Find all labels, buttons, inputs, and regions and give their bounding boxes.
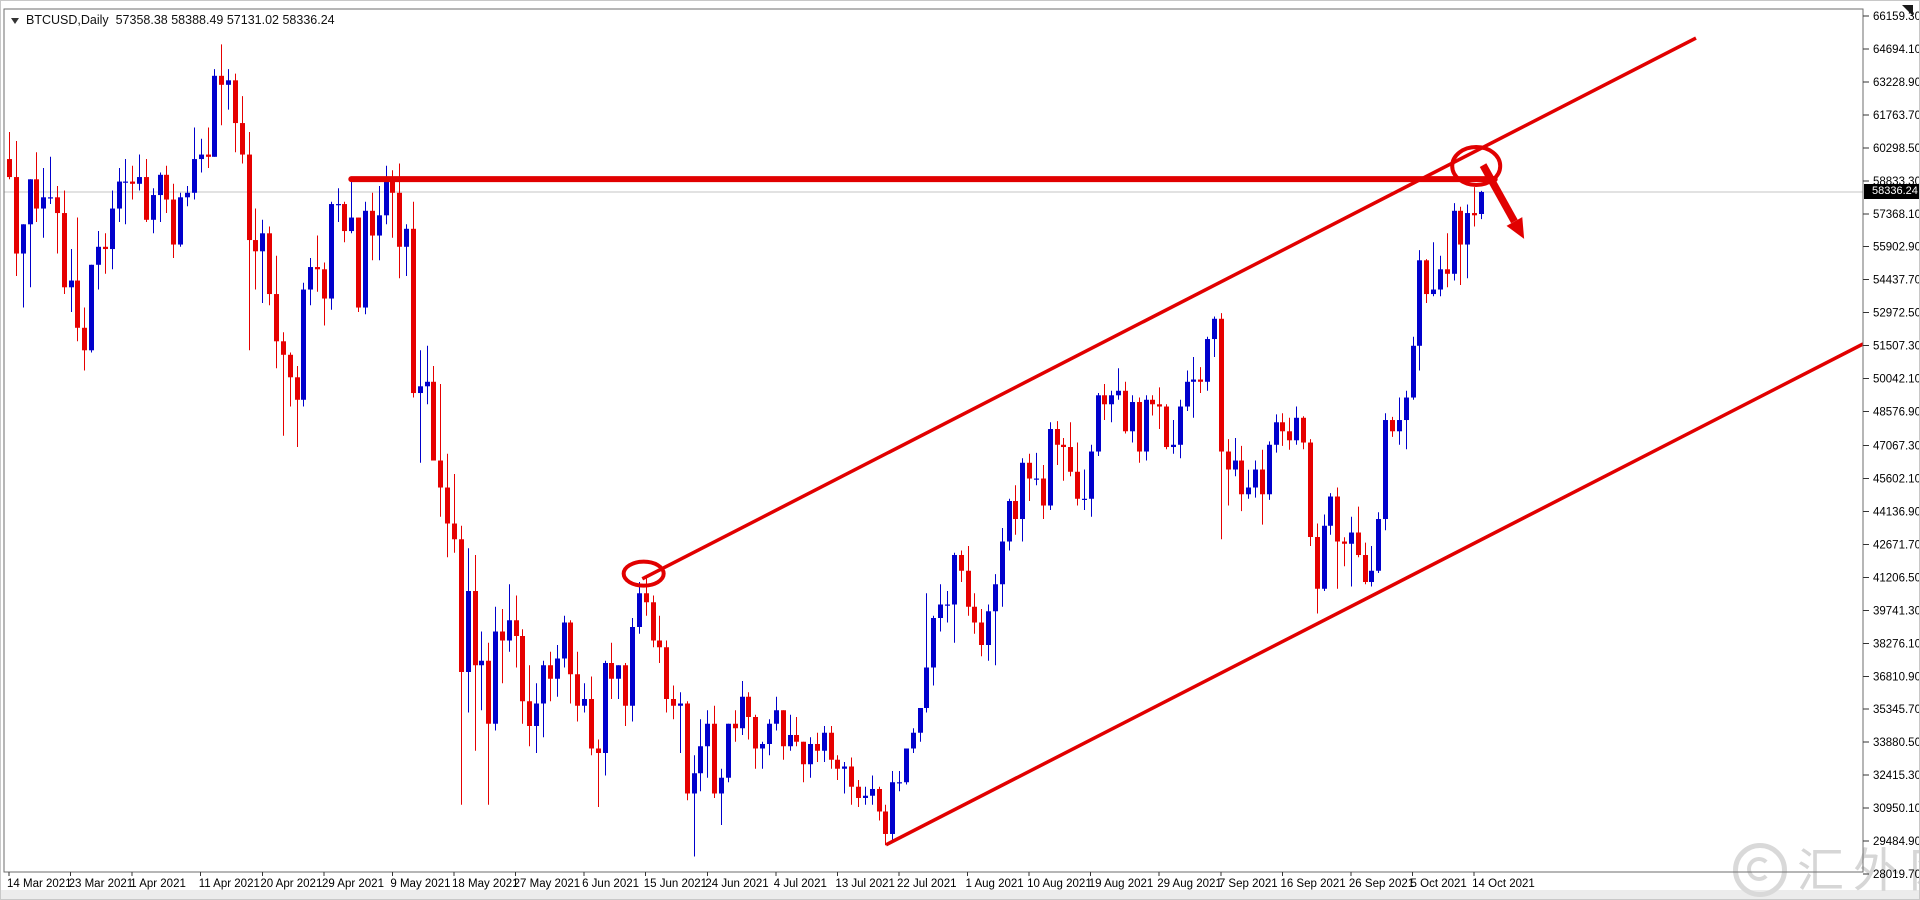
date-axis-label: 29 Apr 2021	[322, 878, 384, 890]
date-axis-label: 16 Sep 2021	[1280, 878, 1345, 890]
price-axis-label: 33880.50	[1873, 737, 1920, 749]
date-axis-label: 15 Jun 2021	[644, 878, 707, 890]
date-axis-label: 29 Aug 2021	[1157, 878, 1222, 890]
quote-low: 57131.02	[226, 13, 279, 27]
quote-close: 58336.24	[282, 13, 335, 27]
date-axis-label: 20 Apr 2021	[260, 878, 322, 890]
date-axis-label: 7 Sep 2021	[1219, 878, 1278, 890]
price-axis-label: 51507.30	[1873, 341, 1920, 353]
price-axis-label: 38276.10	[1873, 638, 1920, 650]
date-axis-label: 10 Aug 2021	[1027, 878, 1092, 890]
price-axis-label: 52972.50	[1873, 308, 1920, 320]
price-axis-label: 42671.70	[1873, 539, 1920, 551]
price-axis-label: 45602.10	[1873, 473, 1920, 485]
channel-upper-trendline[interactable]	[641, 36, 1697, 581]
date-axis-label: 19 Aug 2021	[1089, 878, 1154, 890]
price-axis-label: 48576.90	[1873, 407, 1920, 419]
quote-high: 58388.49	[171, 13, 224, 27]
watermark-text: 汇外网	[1797, 843, 1919, 897]
date-axis-label: 13 Jul 2021	[835, 878, 894, 890]
date-axis-label: 1 Aug 2021	[966, 878, 1024, 890]
retest-ellipse[interactable]	[1450, 145, 1503, 188]
price-axis-label: 60298.50	[1873, 143, 1920, 155]
autoscroll-corner-icon	[1902, 5, 1913, 16]
watermark-logo-icon	[1733, 843, 1787, 897]
channel-lower-trendline[interactable]	[885, 342, 1863, 847]
price-axis-label: 36810.90	[1873, 671, 1920, 683]
price-axis-label: 47067.30	[1873, 441, 1920, 453]
plot-frame	[3, 8, 1864, 873]
price-axis-label: 61763.70	[1873, 110, 1920, 122]
current-price-label: 58336.24	[1864, 184, 1919, 200]
date-axis-label: 9 May 2021	[390, 878, 450, 890]
price-axis-label: 35345.70	[1873, 704, 1920, 716]
quote-open: 57358.38	[115, 13, 168, 27]
plot-area[interactable]	[4, 36, 1863, 857]
date-axis-label: 18 May 2021	[452, 878, 519, 890]
price-axis-label: 32415.30	[1873, 770, 1920, 782]
price-axis-label: 30950.10	[1873, 803, 1920, 815]
price-axis-label: 50042.10	[1873, 374, 1920, 386]
date-axis-label: 1 Apr 2021	[130, 878, 186, 890]
date-axis-label: 27 May 2021	[514, 878, 581, 890]
symbol-dropdown-icon[interactable]	[11, 17, 19, 24]
quote-symbol: BTCUSD,Daily	[26, 13, 109, 27]
sell-arrow-head	[1506, 217, 1525, 239]
price-axis-label: 57368.10	[1873, 209, 1920, 221]
date-axis-label: 24 Jun 2021	[705, 878, 768, 890]
date-axis-label: 11 Apr 2021	[199, 878, 260, 890]
candle-series	[7, 44, 1484, 857]
price-axis-label: 63228.90	[1873, 77, 1920, 89]
price-axis-label: 64694.10	[1873, 44, 1920, 56]
price-axis-label: 28019.70	[1873, 869, 1920, 881]
price-axis-label: 29484.90	[1873, 836, 1920, 848]
date-axis-label: 6 Jun 2021	[582, 878, 639, 890]
date-axis-label: 22 Jul 2021	[897, 878, 956, 890]
price-axis-label: 55902.90	[1873, 242, 1920, 254]
date-axis-label: 4 Jul 2021	[774, 878, 827, 890]
date-axis-label: 23 Mar 2021	[69, 878, 134, 890]
price-axis-label: 39741.30	[1873, 605, 1920, 617]
price-axis-label: 44136.90	[1873, 506, 1920, 518]
breakout-ellipse[interactable]	[621, 559, 666, 588]
date-axis-label: 14 Oct 2021	[1472, 878, 1535, 890]
date-axis-label: 26 Sep 2021	[1349, 878, 1414, 890]
price-axis[interactable]: 66159.3064694.1063228.9061763.7060298.50…	[1863, 11, 1920, 881]
window-bottom-strip	[1, 890, 1919, 899]
price-axis-label: 41206.50	[1873, 572, 1920, 584]
price-axis-label: 54437.70	[1873, 275, 1920, 287]
sell-arrow-shaft[interactable]	[1479, 163, 1518, 224]
date-axis-label: 14 Mar 2021	[7, 878, 72, 890]
date-axis-label: 5 Oct 2021	[1411, 878, 1467, 890]
watermark: 汇外网	[1733, 843, 1919, 897]
symbol-quote-bar: BTCUSD,Daily 57358.38 58388.49 57131.02 …	[11, 13, 335, 27]
